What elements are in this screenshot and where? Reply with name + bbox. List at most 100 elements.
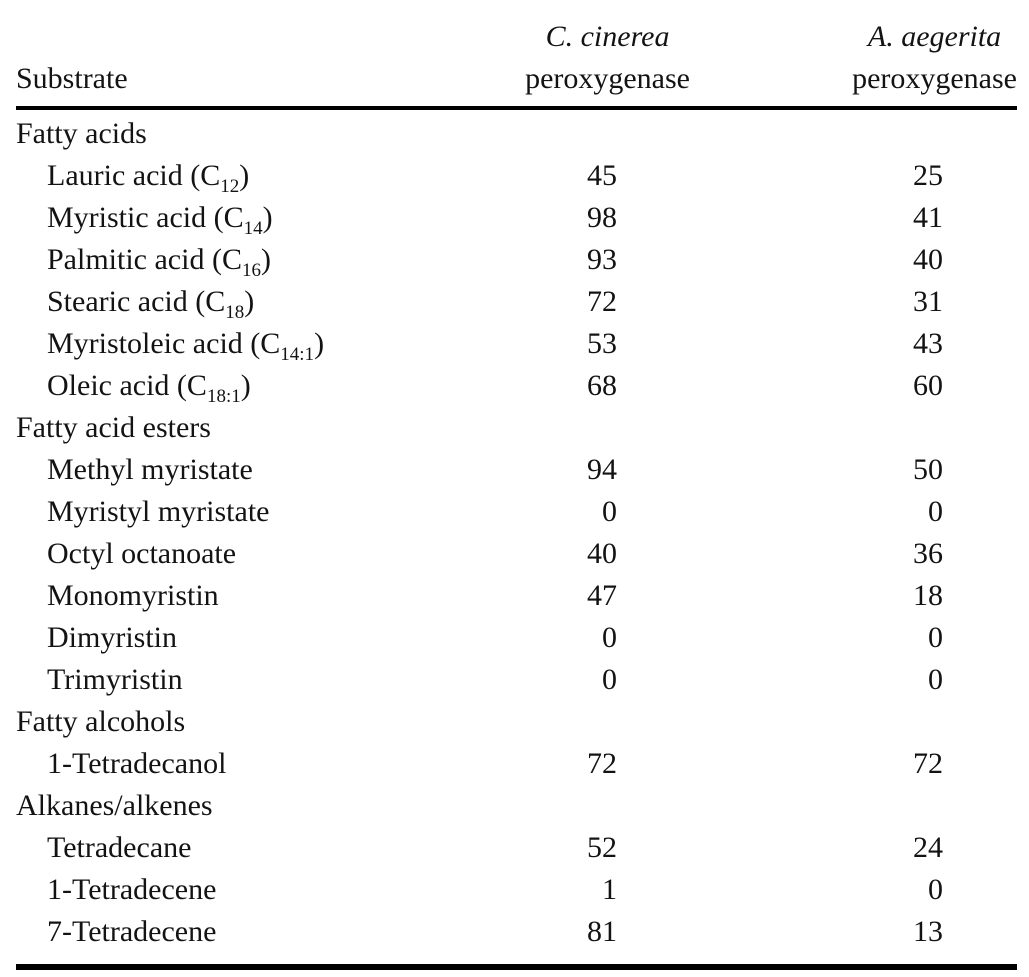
table-row: 1-Tetradecene 1 0 xyxy=(16,869,1017,911)
table-row: Trimyristin 0 0 xyxy=(16,659,1017,701)
a-aegerita-value-cell xyxy=(727,113,1017,155)
a-aegerita-peroxygenase-label: peroxygenase xyxy=(852,62,1017,95)
c-cinerea-value-cell xyxy=(467,701,727,743)
section-label: Fatty acids xyxy=(16,117,147,150)
section-row: Alkanes/alkenes xyxy=(16,785,1017,827)
substrate-cell: Tetradecane xyxy=(47,831,192,864)
substrate-cell: Myristoleic acid (C14:1) xyxy=(47,327,325,365)
c-cinerea-value-cell: 0 xyxy=(602,663,617,696)
c-cinerea-value-cell: 0 xyxy=(602,495,617,528)
c-cinerea-value-cell: 72 xyxy=(587,285,617,318)
table-body: Fatty acids Lauric acid (C12) 45 25 Myristic… xyxy=(16,110,1017,953)
a-aegerita-value-cell xyxy=(727,407,1017,449)
c-cinerea-value-cell: 52 xyxy=(587,831,617,864)
substrate-cell: Stearic acid (C18) xyxy=(47,285,255,323)
a-aegerita-value-cell: 0 xyxy=(928,495,943,528)
c-cinerea-value-cell: 1 xyxy=(602,873,617,906)
substrate-cell: Oleic acid (C18:1) xyxy=(47,369,251,407)
c-cinerea-value-cell: 53 xyxy=(587,327,617,360)
table-row: Monomyristin 47 18 xyxy=(16,575,1017,617)
substrate-cell: Octyl octanoate xyxy=(47,537,237,570)
a-aegerita-value-cell: 0 xyxy=(928,663,943,696)
section-row: Fatty alcohols xyxy=(16,701,1017,743)
c-cinerea-peroxygenase-label: peroxygenase xyxy=(525,62,690,95)
section-label: Fatty acid esters xyxy=(16,411,211,444)
table-row: Oleic acid (C18:1) 68 60 xyxy=(16,365,1017,407)
substrate-cell: Lauric acid (C12) xyxy=(47,159,250,197)
c-cinerea-value-cell: 98 xyxy=(587,201,617,234)
a-aegerita-value-cell: 24 xyxy=(913,831,943,864)
table-row: 7-Tetradecene 81 13 xyxy=(16,911,1017,953)
table-row: Myristoleic acid (C14:1) 53 43 xyxy=(16,323,1017,365)
table-header-row: Substrate C. cinerea peroxygenase A. aeg… xyxy=(16,16,1017,106)
section-label: Fatty alcohols xyxy=(16,705,186,738)
table-row: 1-Tetradecanol 72 72 xyxy=(16,743,1017,785)
column-header-substrate: Substrate xyxy=(16,62,128,95)
a-aegerita-value-cell: 43 xyxy=(913,327,943,360)
table-row: Dimyristin 0 0 xyxy=(16,617,1017,659)
c-cinerea-value-cell xyxy=(467,407,727,449)
header-rule xyxy=(16,106,1017,110)
subscript: 12 xyxy=(220,176,240,197)
c-cinerea-value-cell xyxy=(467,785,727,827)
subscript: 18:1 xyxy=(206,386,241,407)
table-row: Lauric acid (C12) 45 25 xyxy=(16,155,1017,197)
c-cinerea-value-cell: 81 xyxy=(587,915,617,948)
table-row: Methyl myristate 94 50 xyxy=(16,449,1017,491)
a-aegerita-value-cell: 0 xyxy=(928,621,943,654)
c-cinerea-value-cell: 47 xyxy=(587,579,617,612)
a-aegerita-value-cell: 36 xyxy=(913,537,943,570)
c-cinerea-value-cell: 40 xyxy=(587,537,617,570)
a-aegerita-species-name: A. aegerita xyxy=(867,20,1002,53)
subscript: 18 xyxy=(225,302,245,323)
a-aegerita-value-cell: 31 xyxy=(913,285,943,318)
substrate-cell: Dimyristin xyxy=(47,621,178,654)
c-cinerea-value-cell: 72 xyxy=(587,747,617,780)
c-cinerea-species-name: C. cinerea xyxy=(545,20,670,53)
section-row: Fatty acids xyxy=(16,113,1017,155)
c-cinerea-value-cell: 94 xyxy=(587,453,617,486)
substrate-cell: 7-Tetradecene xyxy=(47,915,217,948)
column-header-a-aegerita: A. aegerita peroxygenase xyxy=(727,16,1017,100)
a-aegerita-value-cell: 72 xyxy=(913,747,943,780)
substrate-cell: Palmitic acid (C16) xyxy=(47,243,271,281)
substrate-cell: Myristyl myristate xyxy=(47,495,270,528)
a-aegerita-value-cell: 18 xyxy=(913,579,943,612)
a-aegerita-value-cell: 13 xyxy=(913,915,943,948)
substrate-cell: 1-Tetradecene xyxy=(47,873,217,906)
table-row: Octyl octanoate 40 36 xyxy=(16,533,1017,575)
bottom-rule xyxy=(16,964,1017,970)
column-header-c-cinerea: C. cinerea peroxygenase xyxy=(467,16,727,100)
table-row: Palmitic acid (C16) 93 40 xyxy=(16,239,1017,281)
a-aegerita-value-cell: 40 xyxy=(913,243,943,276)
substrate-cell: Myristic acid (C14) xyxy=(47,201,273,239)
c-cinerea-value-cell xyxy=(467,113,727,155)
a-aegerita-value-cell: 50 xyxy=(913,453,943,486)
c-cinerea-value-cell: 68 xyxy=(587,369,617,402)
section-row: Fatty acid esters xyxy=(16,407,1017,449)
a-aegerita-value-cell: 60 xyxy=(913,369,943,402)
c-cinerea-value-cell: 0 xyxy=(602,621,617,654)
table-row: Myristyl myristate 0 0 xyxy=(16,491,1017,533)
a-aegerita-value-cell: 41 xyxy=(913,201,943,234)
table-row: Tetradecane 52 24 xyxy=(16,827,1017,869)
a-aegerita-header-block: A. aegerita peroxygenase xyxy=(852,16,1017,100)
substrate-cell: Monomyristin xyxy=(47,579,219,612)
c-cinerea-value-cell: 45 xyxy=(587,159,617,192)
table-row: Stearic acid (C18) 72 31 xyxy=(16,281,1017,323)
subscript: 14 xyxy=(243,218,263,239)
subscript: 14:1 xyxy=(280,344,315,365)
table-row: Myristic acid (C14) 98 41 xyxy=(16,197,1017,239)
subscript: 16 xyxy=(241,260,261,281)
section-label: Alkanes/alkenes xyxy=(16,789,213,822)
substrate-cell: Methyl myristate xyxy=(47,453,253,486)
substrate-cell: 1-Tetradecanol xyxy=(47,747,227,780)
a-aegerita-value-cell xyxy=(727,785,1017,827)
substrate-cell: Trimyristin xyxy=(47,663,183,696)
a-aegerita-value-cell: 0 xyxy=(928,873,943,906)
a-aegerita-value-cell xyxy=(727,701,1017,743)
c-cinerea-value-cell: 93 xyxy=(587,243,617,276)
c-cinerea-header-block: C. cinerea peroxygenase xyxy=(525,16,690,100)
a-aegerita-value-cell: 25 xyxy=(913,159,943,192)
